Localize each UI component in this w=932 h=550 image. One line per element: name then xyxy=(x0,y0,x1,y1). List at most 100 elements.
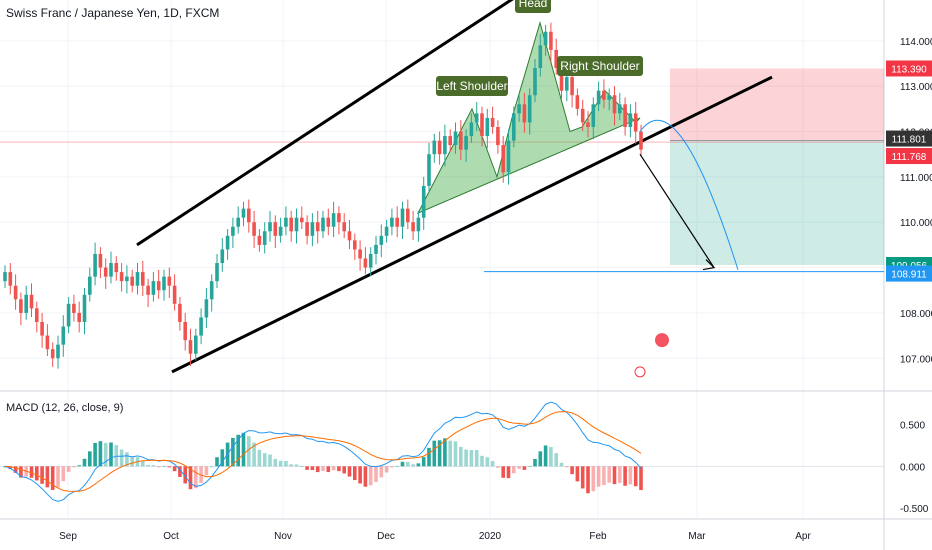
macd-histogram-bar xyxy=(300,465,304,467)
price-tick-label: 111.000 xyxy=(900,173,932,184)
macd-histogram-bar xyxy=(45,466,50,488)
candle-body xyxy=(315,222,320,232)
candle-body xyxy=(421,185,426,218)
macd-line xyxy=(4,401,642,502)
candle-body xyxy=(559,68,564,91)
candle-body xyxy=(88,276,92,295)
candle-body xyxy=(151,281,156,295)
candle-body xyxy=(522,104,527,123)
macd-histogram-bar xyxy=(103,442,108,467)
macd-histogram-bar xyxy=(368,466,373,486)
macd-histogram-bar xyxy=(379,466,384,478)
pattern-label-bg xyxy=(557,56,643,76)
candle-body xyxy=(178,303,182,322)
macd-histogram-bar xyxy=(284,460,288,467)
macd-histogram-bar xyxy=(421,457,426,467)
candle-body xyxy=(72,303,76,313)
candle-body xyxy=(623,104,627,127)
macd-histogram-bar xyxy=(586,466,590,494)
candle-body xyxy=(241,208,246,218)
candle-body xyxy=(469,122,474,137)
macd-histogram-bar xyxy=(527,465,532,467)
macd-histogram-bar xyxy=(252,442,256,467)
candle-body xyxy=(538,45,543,69)
macd-tick-label: 0.500 xyxy=(900,421,925,432)
macd-histogram-bar xyxy=(50,466,55,490)
price-label: 111.768 xyxy=(892,152,927,163)
macd-histogram-bar xyxy=(167,466,172,468)
candle-body xyxy=(575,95,580,109)
macd-histogram-bar xyxy=(448,440,452,467)
macd-histogram-bar xyxy=(432,440,437,467)
candle-body xyxy=(225,235,230,250)
price-label-bg xyxy=(886,265,932,282)
macd-histogram-bar xyxy=(19,466,23,478)
candle-body xyxy=(268,222,272,232)
candle-body xyxy=(167,276,172,286)
macd-histogram-bar xyxy=(443,438,447,467)
candle-body xyxy=(135,272,140,286)
macd-histogram-bar xyxy=(289,464,293,467)
macd-histogram-bar xyxy=(331,466,336,471)
candle-body xyxy=(231,226,235,236)
candle-body xyxy=(517,104,521,114)
macd-histogram-bar xyxy=(549,447,553,467)
candle-body xyxy=(554,49,558,69)
candle-body xyxy=(347,231,352,241)
macd-histogram-bar xyxy=(459,446,463,467)
candle-body xyxy=(119,272,124,282)
candle-body xyxy=(480,113,484,137)
candle-body xyxy=(406,208,410,223)
macd-histogram-bar xyxy=(591,466,596,492)
macd-histogram-bar xyxy=(453,441,458,467)
macd-histogram-bar xyxy=(501,466,505,478)
macd-histogram-bar xyxy=(178,466,182,477)
candle-body xyxy=(580,108,585,123)
candle-body xyxy=(416,217,421,232)
macd-histogram-bar xyxy=(353,466,357,481)
macd-histogram-bar xyxy=(204,466,209,476)
macd-histogram-bar xyxy=(384,466,389,473)
pattern-label: Right Shoulder xyxy=(560,59,639,73)
macd-histogram-bar xyxy=(480,455,484,467)
candle-body xyxy=(501,145,505,173)
candle-body xyxy=(24,294,28,313)
macd-histogram-bar xyxy=(194,466,198,489)
candle-body xyxy=(459,131,463,150)
macd-histogram-bar xyxy=(628,466,633,485)
candle-body xyxy=(13,285,18,300)
macd-histogram-bar xyxy=(363,466,368,487)
macd-histogram-bar xyxy=(8,466,13,469)
price-tick-label: 108.000 xyxy=(900,309,932,320)
macd-histogram-bar xyxy=(416,463,421,467)
candle-body xyxy=(448,136,452,146)
candle-body xyxy=(257,235,262,245)
candle-body xyxy=(19,299,23,313)
macd-histogram-bar xyxy=(612,466,617,485)
macd-histogram-bar xyxy=(506,466,511,479)
candle-body xyxy=(146,285,150,295)
macd-histogram-bar xyxy=(406,462,410,467)
macd-histogram-bar xyxy=(358,466,362,484)
macd-histogram-bar xyxy=(543,445,548,467)
candle-body xyxy=(485,117,490,137)
candle-body xyxy=(183,321,187,341)
candle-body xyxy=(310,222,315,236)
macd-histogram-bar xyxy=(151,465,156,467)
candle-body xyxy=(289,217,293,232)
candle-body xyxy=(596,90,601,105)
candle-body xyxy=(443,136,447,155)
macd-tick-label: -0.500 xyxy=(900,504,929,515)
macd-histogram-bar xyxy=(565,466,569,468)
candle-body xyxy=(326,217,331,227)
candle-body xyxy=(506,140,511,173)
candle-body xyxy=(252,222,256,236)
price-label-bg xyxy=(886,60,932,77)
candle-body xyxy=(390,217,394,227)
macd-histogram-bar xyxy=(559,462,564,467)
macd-histogram-bar xyxy=(618,466,622,483)
target-zone xyxy=(670,140,884,266)
macd-histogram-bar xyxy=(469,449,474,467)
candle-body xyxy=(114,263,119,273)
